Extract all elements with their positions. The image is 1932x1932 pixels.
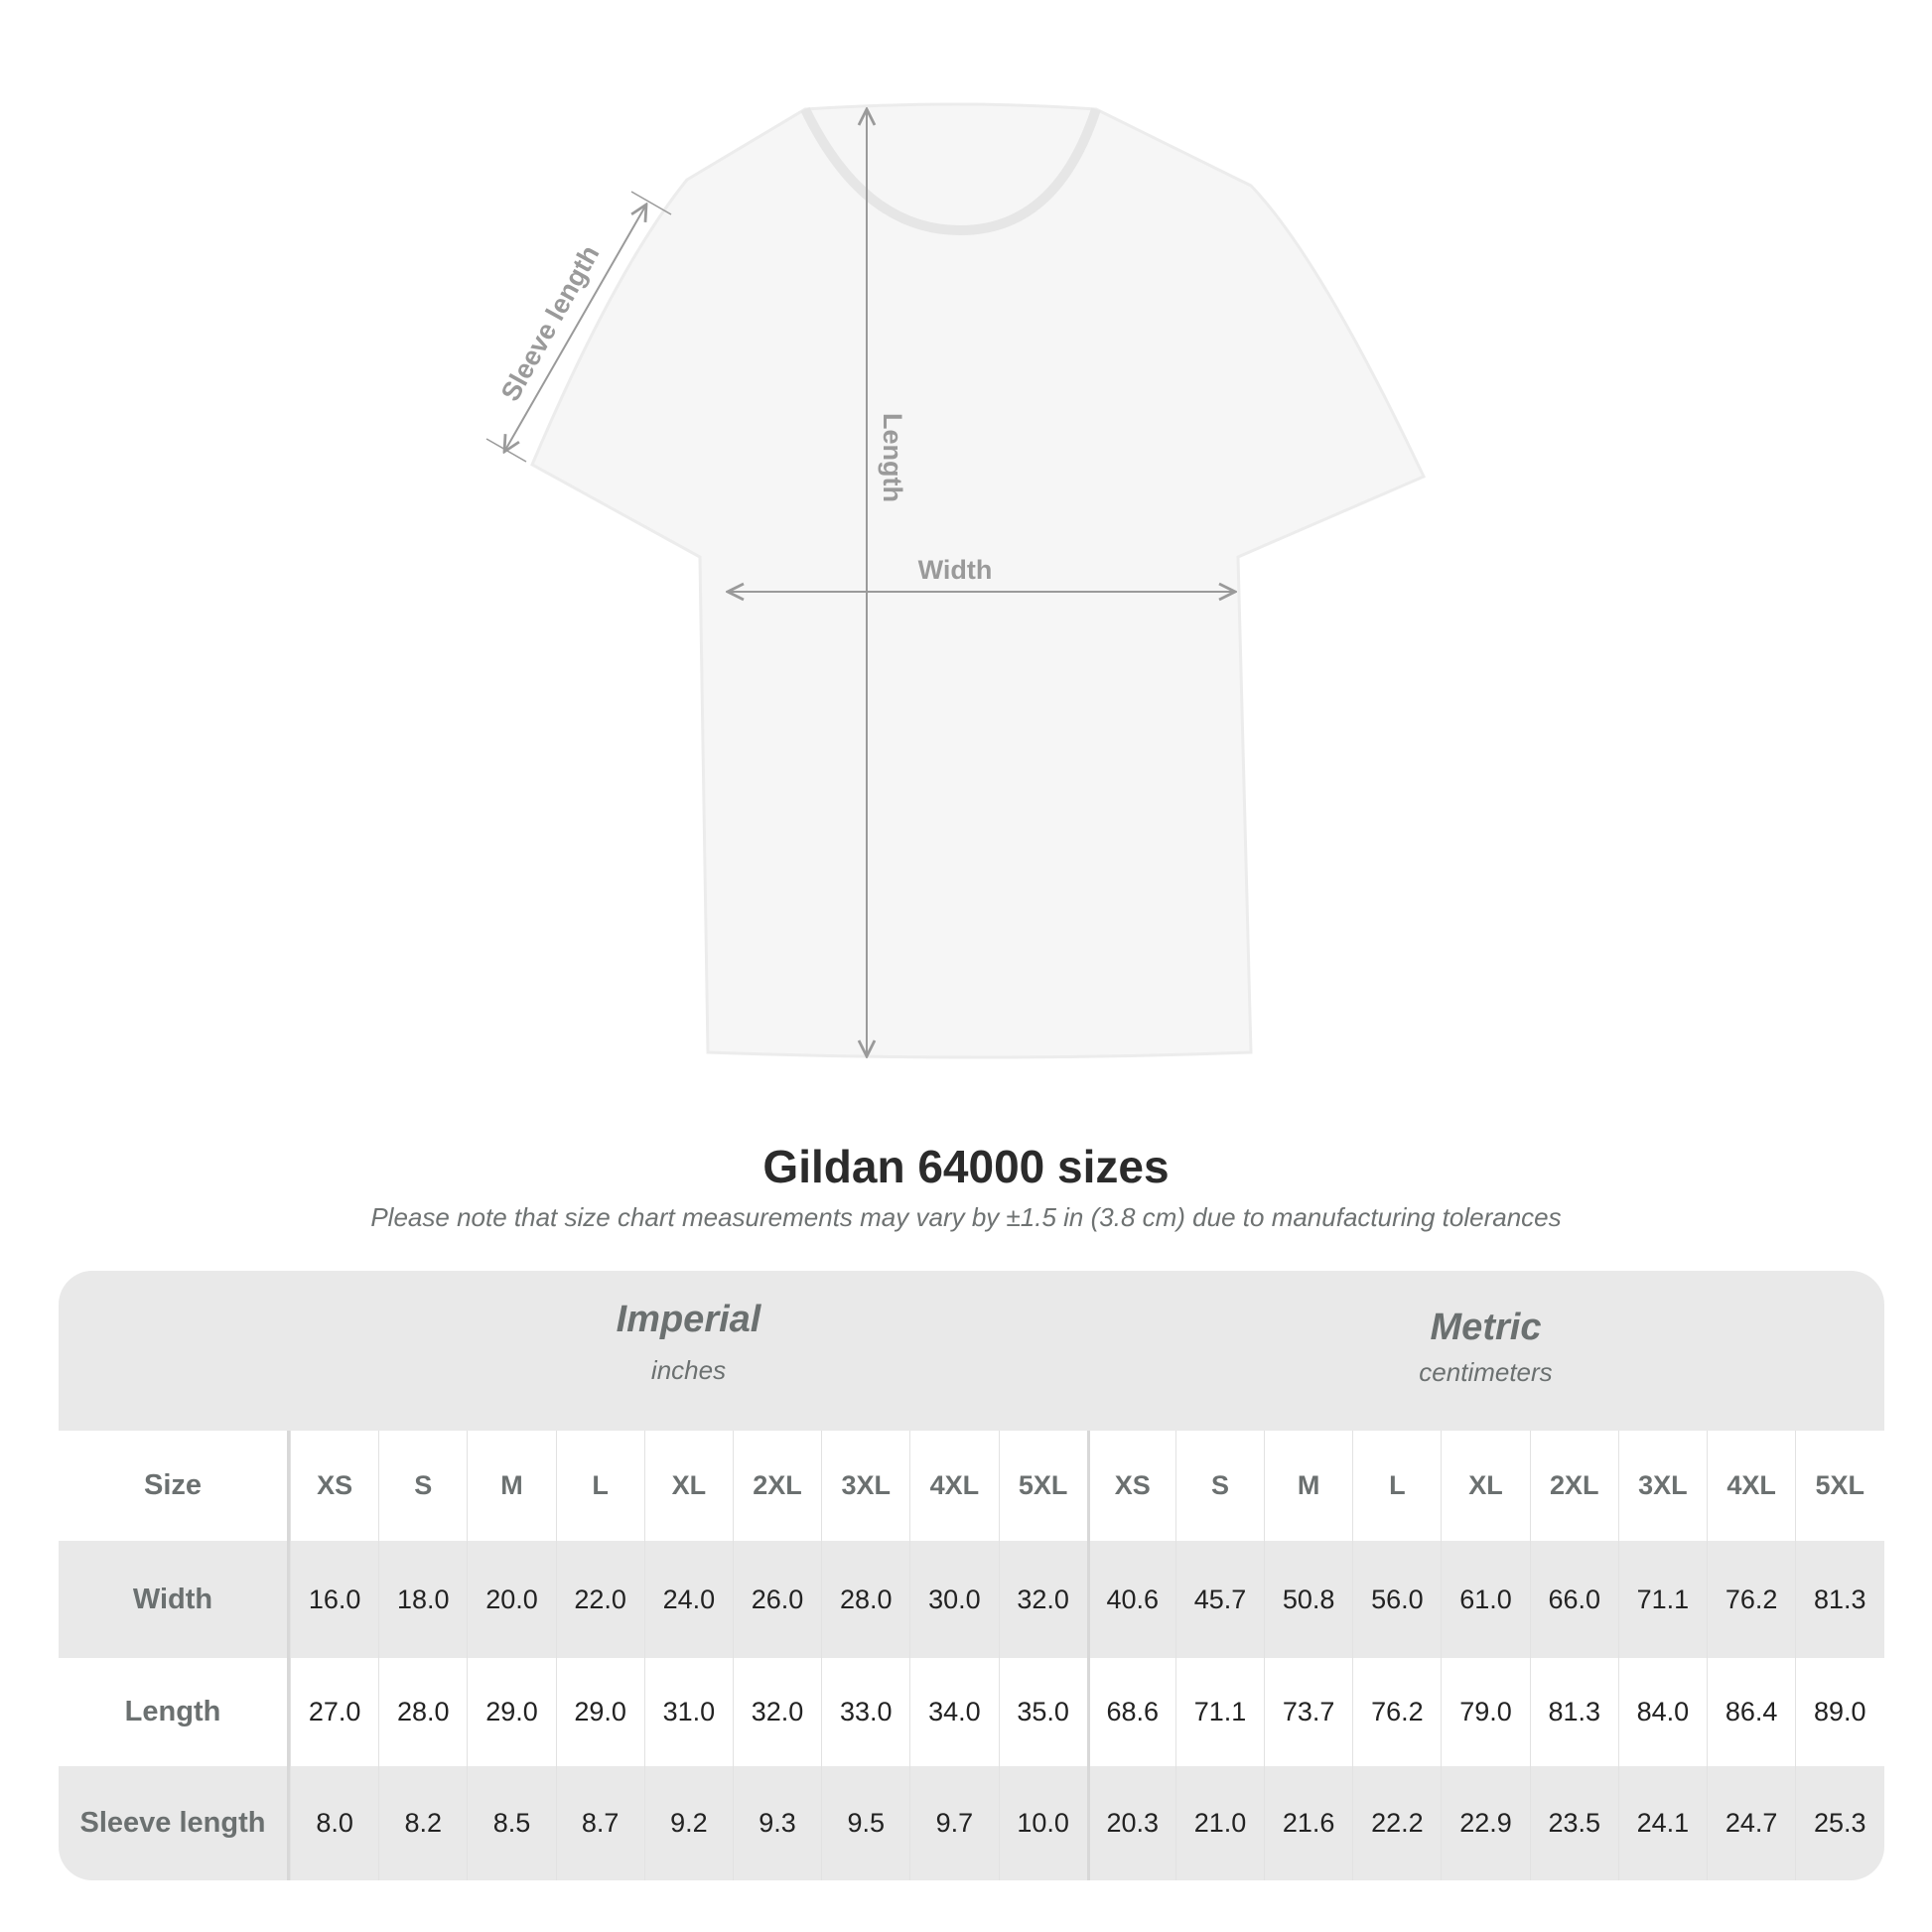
metric-value-cell: 21.0	[1174, 1766, 1264, 1880]
imperial-header: Imperial inches	[290, 1299, 1087, 1386]
metric-value-cell: 73.7	[1264, 1658, 1352, 1766]
size-header-cell: S	[1174, 1431, 1264, 1541]
size-header-cell: 5XL	[1795, 1431, 1883, 1541]
sleeve-arrow	[504, 205, 646, 452]
metric-value-cell: 22.2	[1352, 1766, 1441, 1880]
imperial-value-cell: 10.0	[998, 1766, 1087, 1880]
imperial-value-cell: 27.0	[290, 1658, 378, 1766]
metric-value-cell: 68.6	[1086, 1658, 1175, 1766]
imperial-value-cell: 28.0	[821, 1541, 909, 1658]
imperial-value-cell: 26.0	[732, 1541, 821, 1658]
metric-value-cell: 89.0	[1795, 1658, 1883, 1766]
imperial-value-cell: 31.0	[643, 1658, 733, 1766]
imperial-value-cell: 8.5	[467, 1766, 555, 1880]
size-header-cell: L	[555, 1431, 644, 1541]
size-header-cell: XL	[1441, 1431, 1529, 1541]
size-header-cell: L	[1352, 1431, 1441, 1541]
imperial-value-cell: 29.0	[555, 1658, 644, 1766]
imperial-value-cell: 20.0	[467, 1541, 555, 1658]
row-label: Length	[59, 1658, 290, 1766]
metric-value-cell: 79.0	[1441, 1658, 1529, 1766]
imperial-value-cell: 9.5	[821, 1766, 909, 1880]
metric-value-cell: 71.1	[1617, 1541, 1707, 1658]
collar	[800, 106, 1101, 236]
table-row: Sleeve length 8.0 8.2 8.5 8.7 9.2 9.3 9.5 9.7 10.…	[59, 1766, 1884, 1880]
size-header-cell: S	[378, 1431, 467, 1541]
metric-value-cell: 25.3	[1795, 1766, 1883, 1880]
imperial-value-cell: 30.0	[909, 1541, 998, 1658]
size-header-cell: 4XL	[1707, 1431, 1795, 1541]
metric-title: Metric	[1430, 1307, 1542, 1348]
metric-value-cell: 76.2	[1352, 1658, 1441, 1766]
metric-unit: centimeters	[1419, 1357, 1553, 1387]
metric-value-cell: 81.3	[1795, 1541, 1883, 1658]
row-label: Size	[59, 1431, 290, 1541]
length-label: Length	[878, 413, 907, 502]
metric-value-cell: 56.0	[1352, 1541, 1441, 1658]
metric-value-cell: 71.1	[1174, 1658, 1264, 1766]
imperial-value-cell: 9.3	[732, 1766, 821, 1880]
imperial-value-cell: 18.0	[378, 1541, 467, 1658]
metric-value-cell: 45.7	[1174, 1541, 1264, 1658]
metric-value-cell: 23.5	[1529, 1766, 1618, 1880]
table-row: Width 16.0 18.0 20.0 22.0 24.0 26.0 28.0 30.0 32.…	[59, 1541, 1884, 1658]
imperial-value-cell: 35.0	[998, 1658, 1087, 1766]
imperial-value-cell: 8.7	[555, 1766, 644, 1880]
metric-value-cell: 66.0	[1529, 1541, 1618, 1658]
size-header-cell: XL	[643, 1431, 733, 1541]
imperial-value-cell: 8.0	[290, 1766, 378, 1880]
metric-value-cell: 61.0	[1441, 1541, 1529, 1658]
imperial-value-cell: 32.0	[998, 1541, 1087, 1658]
imperial-value-cell: 29.0	[467, 1658, 555, 1766]
imperial-value-cell: 28.0	[378, 1658, 467, 1766]
tolerance-note: Please note that size chart measurements…	[370, 1202, 1562, 1232]
row-label: Sleeve length	[59, 1766, 290, 1880]
imperial-value-cell: 24.0	[643, 1541, 733, 1658]
tshirt-diagram: Length Width Sleeve length	[485, 102, 1427, 1059]
imperial-unit: inches	[650, 1355, 727, 1385]
imperial-value-cell: 34.0	[909, 1658, 998, 1766]
size-header-cell: 3XL	[821, 1431, 909, 1541]
imperial-title: Imperial	[616, 1299, 761, 1340]
imperial-value-cell: 8.2	[378, 1766, 467, 1880]
metric-header: Metric centimeters	[1087, 1307, 1884, 1388]
metric-value-cell: 40.6	[1086, 1541, 1175, 1658]
metric-value-cell: 76.2	[1707, 1541, 1795, 1658]
metric-value-cell: 21.6	[1264, 1766, 1352, 1880]
imperial-value-cell: 9.7	[909, 1766, 998, 1880]
imperial-value-cell: 9.2	[643, 1766, 733, 1880]
metric-value-cell: 24.7	[1707, 1766, 1795, 1880]
imperial-value-cell: 33.0	[821, 1658, 909, 1766]
metric-value-cell: 20.3	[1086, 1766, 1175, 1880]
width-label: Width	[918, 555, 993, 585]
size-header-cell: M	[467, 1431, 555, 1541]
imperial-value-cell: 32.0	[732, 1658, 821, 1766]
page-title: Gildan 64000 sizes	[762, 1141, 1170, 1192]
size-header-cell: 2XL	[1529, 1431, 1618, 1541]
size-header-cell: M	[1264, 1431, 1352, 1541]
size-header-cell: XS	[1086, 1431, 1175, 1541]
metric-value-cell: 84.0	[1617, 1658, 1707, 1766]
size-header-cell: 5XL	[998, 1431, 1087, 1541]
metric-value-cell: 86.4	[1707, 1658, 1795, 1766]
size-header-cell: 2XL	[732, 1431, 821, 1541]
metric-value-cell: 50.8	[1264, 1541, 1352, 1658]
size-header-cell: 4XL	[909, 1431, 998, 1541]
row-label: Width	[59, 1541, 290, 1658]
imperial-value-cell: 16.0	[290, 1541, 378, 1658]
size-header-row: Size XS S M L XL 2XL 3XL 4XL 5XL XS S M L XL 2XL 3XL 4XL 5…	[59, 1431, 1884, 1541]
table-row: Length 27.0 28.0 29.0 29.0 31.0 32.0 33.0 34.0 35…	[59, 1658, 1884, 1766]
metric-value-cell: 22.9	[1441, 1766, 1529, 1880]
size-header-cell: XS	[290, 1431, 378, 1541]
imperial-value-cell: 22.0	[555, 1541, 644, 1658]
size-header-cell: 3XL	[1617, 1431, 1707, 1541]
metric-value-cell: 81.3	[1529, 1658, 1618, 1766]
metric-value-cell: 24.1	[1617, 1766, 1707, 1880]
size-table: Imperial inches Metric centimeters Size X…	[59, 1271, 1884, 1880]
